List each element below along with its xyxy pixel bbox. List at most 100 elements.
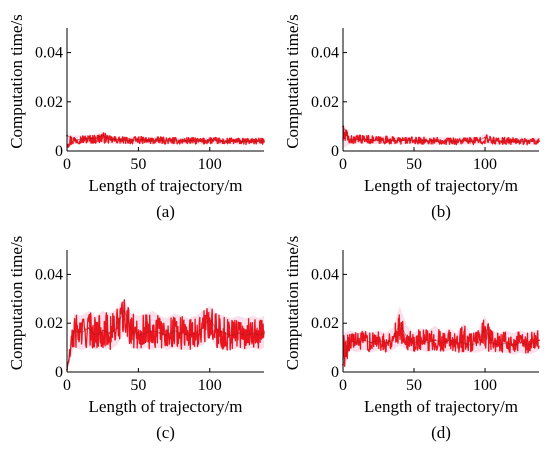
panel-b: 0 50 100 0 0.02 0.04 Length of trajectory/m Com… [283, 14, 540, 221]
data-point [123, 139, 125, 142]
data-point [137, 334, 140, 337]
data-point [434, 139, 437, 142]
data-point [108, 332, 111, 334]
x-tick-label: 50 [130, 156, 146, 173]
series-0 [66, 298, 265, 372]
data-point [349, 139, 351, 141]
data-point [377, 139, 380, 142]
data-point [448, 339, 451, 342]
data-point [538, 140, 540, 143]
data-point [533, 341, 536, 344]
x-tick-label: 50 [130, 377, 146, 394]
series-band [343, 306, 539, 372]
series-trace [66, 132, 265, 148]
y-tick-label: 0.02 [35, 315, 63, 332]
x-tick-label: 100 [473, 377, 497, 394]
data-point [230, 334, 233, 337]
y-axis-title: Computation time/s [7, 14, 26, 149]
data-point [455, 140, 458, 143]
x-tick-label: 50 [406, 156, 422, 173]
data-point [180, 332, 183, 334]
data-point [519, 341, 522, 344]
data-point [216, 139, 218, 142]
x-axis-title: Length of trajectory/m [89, 176, 243, 195]
data-point [144, 139, 147, 142]
data-point [173, 329, 176, 332]
data-point [462, 341, 465, 344]
data-point [484, 136, 486, 139]
data-point [505, 341, 508, 344]
data-point [491, 341, 493, 344]
x-tick-label: 100 [198, 377, 222, 394]
data-point [237, 140, 240, 143]
data-point [201, 327, 204, 329]
data-point [455, 341, 458, 344]
data-point [356, 138, 359, 141]
x-tick-label: 50 [406, 377, 422, 394]
data-point [137, 138, 140, 141]
data-point [391, 139, 394, 142]
data-point [108, 138, 111, 141]
data-point [158, 332, 161, 334]
data-point [484, 327, 486, 329]
data-point [263, 332, 265, 334]
y-tick-label: 0 [331, 364, 339, 381]
data-point [477, 341, 479, 344]
x-tick-label: 0 [339, 156, 347, 173]
data-point [398, 139, 401, 142]
data-point [151, 329, 154, 332]
data-point [526, 344, 529, 347]
data-point [223, 332, 225, 334]
data-point [194, 140, 197, 142]
y-tick-label: 0 [55, 143, 63, 160]
data-point [87, 327, 90, 329]
data-point [158, 139, 161, 141]
data-point [505, 140, 508, 142]
data-point [123, 307, 125, 310]
data-point [258, 140, 261, 143]
data-point [94, 137, 97, 140]
data-point [356, 341, 359, 344]
y-tick-label: 0.02 [35, 94, 63, 111]
data-point [434, 339, 437, 342]
x-axis-title: Length of trajectory/m [89, 397, 243, 416]
panel-a: 0 50 100 0 0.02 0.04 Length of trajectory/m Com… [7, 14, 265, 221]
data-point [194, 332, 197, 334]
y-axis-title: Computation time/s [283, 236, 302, 371]
data-point [173, 139, 176, 142]
data-point [420, 339, 422, 342]
data-point [406, 139, 408, 142]
data-point [512, 140, 515, 143]
data-point [187, 139, 190, 142]
data-point [166, 139, 168, 142]
data-point [512, 344, 515, 347]
data-point [491, 139, 493, 142]
data-point [151, 140, 154, 142]
data-point [413, 140, 415, 142]
x-tick-label: 100 [473, 156, 497, 173]
data-point [363, 339, 366, 342]
data-point [73, 139, 75, 141]
data-point [363, 138, 366, 140]
data-point [244, 140, 247, 143]
series-trace [342, 314, 540, 367]
data-point [94, 334, 97, 337]
data-point [116, 138, 118, 141]
panel-label: (c) [156, 423, 175, 442]
data-point [116, 327, 118, 329]
data-point [73, 329, 75, 332]
data-point [263, 140, 265, 143]
data-point [87, 137, 90, 140]
data-point [244, 334, 247, 337]
series-0 [342, 306, 540, 372]
data-point [441, 140, 444, 142]
data-point [498, 344, 501, 347]
y-tick-label: 0.04 [35, 45, 63, 62]
series-trace [342, 125, 540, 146]
data-point [201, 140, 204, 143]
data-point [216, 329, 218, 332]
y-tick-label: 0.02 [311, 94, 339, 111]
series-0 [342, 122, 540, 149]
panel-c: 0 50 100 0 0.02 0.04 Length of trajectory/m Com… [7, 236, 265, 442]
